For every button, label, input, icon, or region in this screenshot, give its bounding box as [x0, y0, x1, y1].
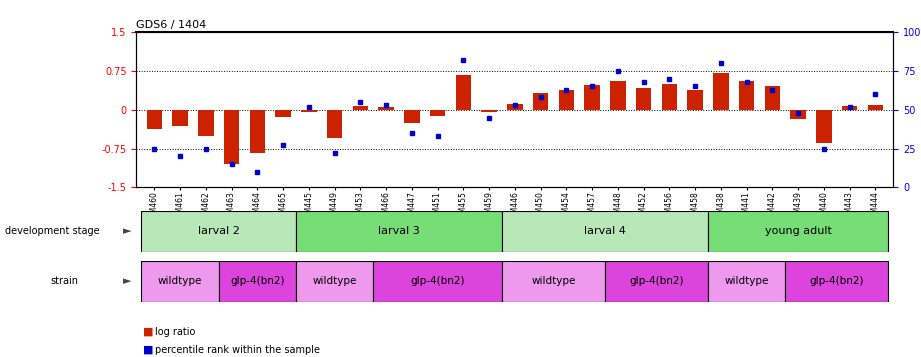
Bar [379, 107, 394, 110]
Text: ►: ► [122, 276, 132, 286]
Bar [327, 110, 343, 138]
Bar [786, 261, 888, 302]
Text: log ratio: log ratio [155, 327, 195, 337]
Text: percentile rank within the sample: percentile rank within the sample [155, 345, 320, 355]
Bar [584, 85, 600, 110]
Bar [142, 211, 296, 252]
Bar [482, 110, 496, 112]
Bar [635, 88, 651, 110]
Bar [296, 211, 502, 252]
Text: development stage: development stage [5, 226, 99, 236]
Text: ■: ■ [143, 345, 153, 355]
Text: ■: ■ [143, 327, 153, 337]
Bar [842, 106, 857, 110]
Bar [868, 105, 883, 110]
Bar [559, 90, 574, 110]
Text: wildtype: wildtype [725, 276, 769, 286]
Bar [502, 211, 708, 252]
Bar [250, 110, 265, 153]
Text: wildtype: wildtype [312, 276, 356, 286]
Bar [275, 110, 291, 117]
Text: wildtype: wildtype [157, 276, 203, 286]
Bar [353, 106, 368, 110]
Bar [764, 86, 780, 110]
Bar [713, 72, 729, 110]
Text: glp-4(bn2): glp-4(bn2) [230, 276, 285, 286]
Bar [172, 110, 188, 126]
Bar [790, 110, 806, 119]
Text: ►: ► [122, 226, 132, 236]
Bar [373, 261, 502, 302]
Bar [661, 84, 677, 110]
Bar [739, 81, 754, 110]
Text: glp-4(bn2): glp-4(bn2) [810, 276, 864, 286]
Text: strain: strain [51, 276, 78, 286]
Bar [142, 261, 218, 302]
Bar [218, 261, 296, 302]
Bar [708, 211, 888, 252]
Text: larval 4: larval 4 [584, 226, 626, 236]
Text: GDS6 / 1404: GDS6 / 1404 [136, 20, 206, 30]
Bar [404, 110, 420, 123]
Bar [533, 93, 548, 110]
Bar [301, 110, 317, 112]
Text: larval 3: larval 3 [379, 226, 420, 236]
Bar [198, 110, 214, 136]
Bar [687, 90, 703, 110]
Text: larval 2: larval 2 [198, 226, 239, 236]
Text: wildtype: wildtype [531, 276, 576, 286]
Bar [708, 261, 786, 302]
Text: glp-4(bn2): glp-4(bn2) [411, 276, 465, 286]
Bar [605, 261, 708, 302]
Bar [296, 261, 373, 302]
Bar [456, 75, 471, 110]
Bar [507, 104, 522, 110]
Text: young adult: young adult [764, 226, 832, 236]
Bar [816, 110, 832, 144]
Bar [610, 81, 625, 110]
Bar [224, 110, 239, 164]
Bar [430, 110, 446, 116]
Text: glp-4(bn2): glp-4(bn2) [629, 276, 683, 286]
Bar [146, 110, 162, 130]
Bar [502, 261, 605, 302]
